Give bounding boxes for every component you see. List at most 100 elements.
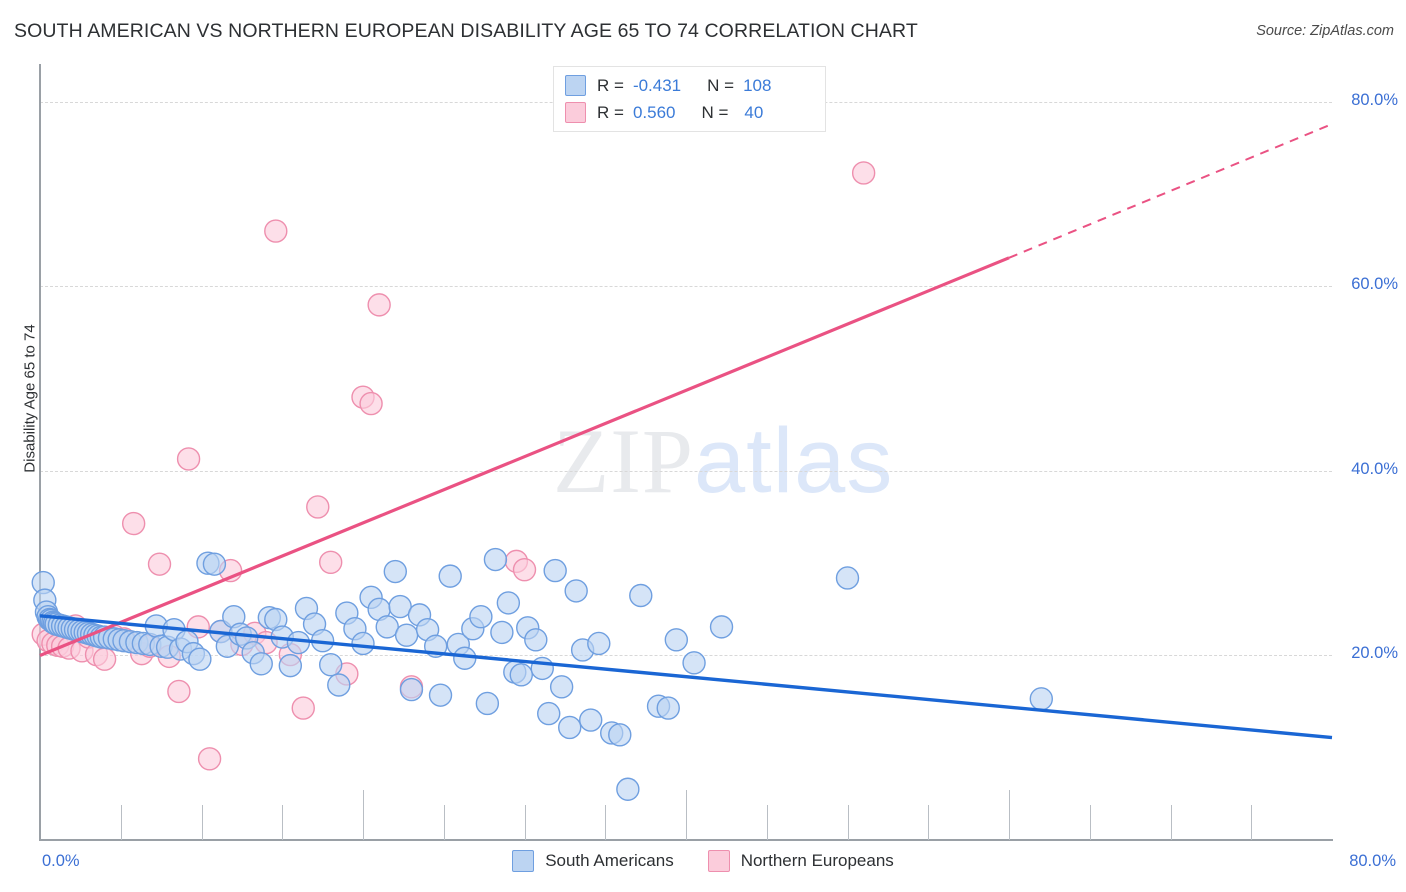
x-axis-tick	[1251, 805, 1252, 840]
legend-swatch-pink	[565, 102, 586, 123]
y-axis-tick-label: 40.0%	[1351, 459, 1398, 478]
x-axis-tick	[525, 805, 526, 840]
x-axis-tick	[848, 805, 849, 840]
scatter-point	[176, 447, 201, 471]
y-axis-line	[39, 64, 41, 841]
trendline-south-americans	[39, 614, 1333, 740]
gridline	[40, 286, 1332, 288]
x-axis-max-label: 80.0%	[1349, 852, 1396, 870]
legend-r-key-1: R =	[597, 75, 624, 95]
legend-row-south-americans: R = -0.431 N = 108	[565, 72, 771, 99]
scatter-point	[167, 679, 191, 704]
legend-swatch-blue	[565, 75, 586, 96]
scatter-point	[388, 594, 412, 619]
series-label-northern-europeans: Northern Europeans	[740, 851, 894, 870]
scatter-point	[549, 675, 574, 699]
y-axis-tick-label: 80.0%	[1351, 90, 1398, 109]
scatter-point	[375, 615, 399, 639]
x-axis-tick	[202, 805, 203, 840]
legend-n-key-1: N =	[707, 75, 735, 95]
scatter-point	[147, 552, 172, 576]
scatter-point	[629, 583, 653, 608]
legend-n-value-2: 40	[744, 102, 764, 122]
scatter-point	[664, 628, 689, 652]
legend-n-value-1: 108	[743, 75, 772, 95]
scatter-point	[851, 161, 876, 185]
legend-r-value-2: 0.560	[632, 102, 676, 122]
scatter-point	[367, 293, 391, 317]
scatter-point	[197, 747, 222, 771]
trend-lines	[39, 123, 1333, 740]
page-title: SOUTH AMERICAN VS NORTHERN EUROPEAN DISA…	[14, 20, 918, 42]
scatter-point	[306, 495, 330, 519]
scatter-point	[428, 683, 453, 707]
gridline	[40, 470, 1332, 472]
x-axis-tick	[121, 805, 122, 840]
trendline-northern-europeans-projected	[1008, 123, 1333, 259]
y-axis-tick-label: 60.0%	[1351, 275, 1398, 294]
scatter-point	[512, 557, 537, 582]
scatter-point	[1029, 687, 1054, 711]
scatter-point	[383, 559, 407, 584]
scatter-point	[359, 391, 383, 416]
scatter-point	[509, 663, 533, 687]
x-axis-tick	[605, 805, 606, 840]
legend-r-value-1: -0.431	[632, 75, 682, 95]
legend-n-key-2: N =	[701, 102, 729, 122]
series-swatch-blue	[512, 850, 535, 872]
scatter-point	[564, 579, 588, 603]
scatter-point	[121, 511, 146, 536]
x-axis-tick	[282, 805, 283, 840]
legend-r-key-2: R =	[597, 102, 624, 122]
x-axis-tick	[363, 790, 364, 840]
scatter-point	[399, 677, 424, 702]
scatter-point	[579, 708, 603, 732]
series-legend: South Americans Northern Europeans	[0, 850, 1406, 872]
x-axis-tick	[444, 805, 445, 840]
scatter-point	[608, 723, 632, 747]
scatter-point	[264, 219, 288, 243]
x-axis-tick	[1171, 805, 1172, 840]
scatter-point	[278, 653, 303, 678]
scatter-point	[92, 647, 117, 671]
scatter-point	[835, 566, 860, 590]
scatter-point	[188, 647, 212, 671]
scatter-point	[394, 623, 419, 647]
scatter-point	[202, 552, 227, 576]
x-axis-tick	[686, 790, 687, 840]
scatter-point	[483, 547, 508, 572]
series-swatch-pink	[707, 850, 730, 872]
scatter-point	[543, 558, 567, 583]
x-axis-tick	[1090, 805, 1091, 840]
x-axis-min-label: 0.0%	[42, 852, 80, 870]
scatter-point	[438, 564, 462, 588]
source-attribution: Source: ZipAtlas.com	[1256, 23, 1394, 39]
scatter-point	[616, 777, 640, 801]
series-legend-item-northern-europeans[interactable]: Northern Europeans	[707, 850, 894, 872]
south-americans-points	[31, 547, 1054, 801]
x-axis-tick	[767, 805, 768, 840]
scatter-point	[682, 651, 706, 675]
scatter-point	[249, 652, 273, 676]
scatter-point	[351, 631, 375, 656]
scatter-point	[656, 696, 680, 720]
scatter-point	[319, 653, 343, 677]
x-axis-tick	[1009, 790, 1010, 840]
scatter-point	[524, 628, 548, 652]
correlation-legend: R = -0.431 N = 108 R = 0.560 N = 40	[553, 66, 826, 132]
scatter-point	[291, 696, 315, 720]
y-axis-tick-label: 20.0%	[1351, 644, 1398, 663]
scatter-point	[709, 615, 734, 639]
scatter-point	[537, 701, 561, 726]
scatter-point	[327, 673, 351, 697]
series-label-south-americans: South Americans	[545, 851, 674, 870]
scatter-point	[558, 715, 582, 740]
x-axis-line	[39, 839, 1333, 841]
x-axis-tick	[928, 805, 929, 840]
scatter-point	[496, 591, 521, 615]
series-legend-item-south-americans[interactable]: South Americans	[512, 850, 674, 872]
scatter-point	[587, 631, 611, 656]
scatter-point	[319, 550, 343, 574]
